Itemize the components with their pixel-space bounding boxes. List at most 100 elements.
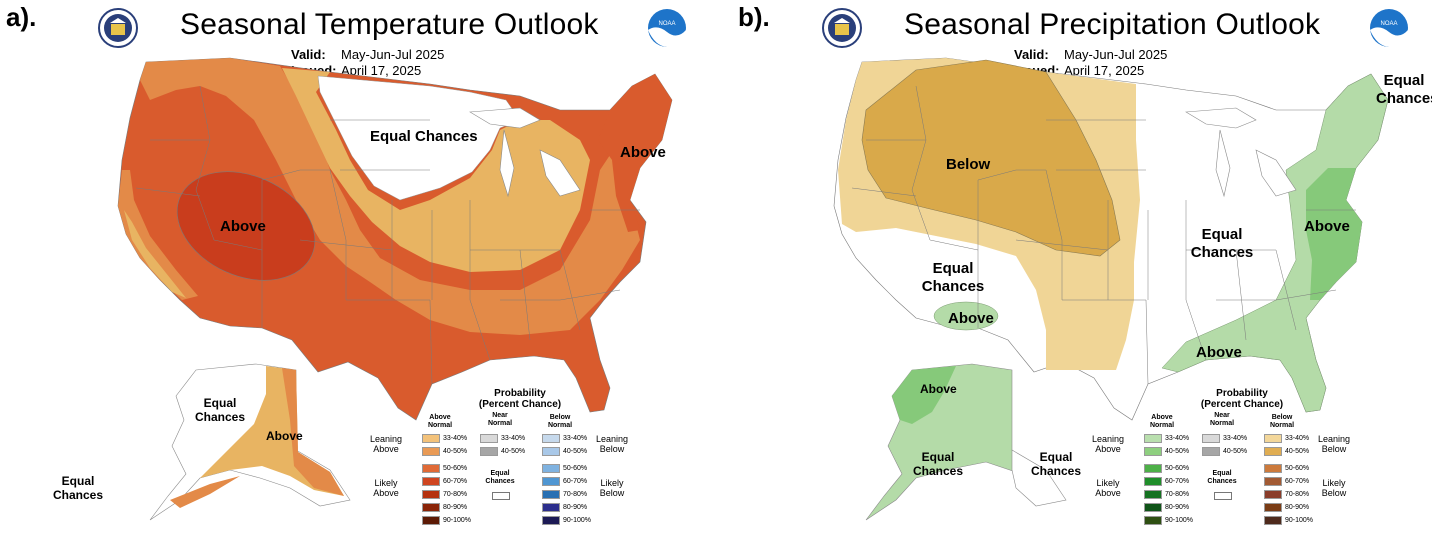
- legend-bin-label: 80-90%: [563, 504, 588, 511]
- commerce-seal-icon: [822, 8, 862, 48]
- legend-bin-label: 90-100%: [443, 517, 472, 524]
- legend-swatch-above: [422, 516, 440, 525]
- sw-above-33-40: [933, 301, 999, 331]
- legend-swatch-below: [1264, 434, 1282, 443]
- page-title: Seasonal Precipitation Outlook: [904, 8, 1321, 41]
- region-label: Equal Chances: [912, 450, 964, 478]
- state-boundaries: [135, 85, 640, 385]
- equal-chances-swatch: [1214, 492, 1232, 500]
- legend-bin-label: 33-40%: [443, 435, 468, 442]
- legend-swatch-above: [1144, 516, 1162, 525]
- legend-bin-label: 33-40%: [1285, 435, 1310, 442]
- legend-swatch-below: [1264, 503, 1282, 512]
- legend-bin-label: 40-50%: [1165, 448, 1190, 455]
- legend-swatch-below: [542, 477, 560, 486]
- likely-above-label: Likely Above: [1095, 478, 1121, 498]
- col-near-header: Near Normal: [487, 412, 513, 427]
- leaning-below-label: Leaning Below: [595, 434, 629, 454]
- precipitation-outlook-panel: b). Seasonal Precipitation Outlook NOAA …: [716, 0, 1432, 550]
- conus-above-33-40: [282, 68, 590, 272]
- leaning-above-label: Leaning Above: [1091, 434, 1125, 454]
- legend-bin-label: 33-40%: [501, 435, 526, 442]
- region-label: Equal Chances: [1190, 226, 1254, 261]
- legend-bin-label: 60-70%: [443, 478, 468, 485]
- legend-bin-label: 90-100%: [563, 517, 592, 524]
- likely-below-label: Likely Below: [1321, 478, 1347, 498]
- legend-bin-label: 80-90%: [1285, 504, 1310, 511]
- legend-bin-label: 70-80%: [1285, 491, 1310, 498]
- equal-chances-label: Equal Chances: [1207, 470, 1237, 485]
- legend-swatch-below: [1264, 516, 1282, 525]
- legend-bin-label: 90-100%: [1165, 517, 1194, 524]
- leaning-above-label: Leaning Above: [369, 434, 403, 454]
- conus-equal-chances: [317, 75, 521, 201]
- region-label: Above: [1196, 344, 1242, 361]
- northeast-above-60-70: [598, 74, 672, 232]
- region-label: Above: [920, 382, 957, 396]
- legend-bin-label: 80-90%: [1165, 504, 1190, 511]
- legend-bin-label: 33-40%: [1165, 435, 1190, 442]
- legend-bin-label: 70-80%: [1165, 491, 1190, 498]
- likely-below-label: Likely Below: [599, 478, 625, 498]
- legend-bin-label: 33-40%: [563, 435, 588, 442]
- below-40-50: [861, 59, 1121, 257]
- panel-label-a: a).: [6, 2, 37, 32]
- legend-swatch-below: [1264, 490, 1282, 499]
- legend-bin-label: 40-50%: [501, 448, 526, 455]
- legend-swatch-above: [1144, 434, 1162, 443]
- legend-swatch-above: [422, 477, 440, 486]
- legend-bin-label: 50-60%: [1165, 465, 1190, 472]
- temperature-outlook-panel: a). Seasonal Temperature Outlook NOAA Va…: [6, 2, 686, 528]
- region-label: Equal Chances: [194, 396, 246, 424]
- legend-swatch-near: [1202, 447, 1220, 456]
- legend-title: Probability (Percent Chance): [478, 388, 562, 410]
- panel-label-b: b).: [738, 2, 770, 32]
- legend-swatch-below: [542, 434, 560, 443]
- legend-bin-label: 70-80%: [443, 491, 468, 498]
- region-label: Above: [220, 218, 266, 235]
- valid-value: May-Jun-Jul 2025: [341, 47, 445, 62]
- legend-bin-label: 50-60%: [443, 465, 468, 472]
- region-label: Above: [1304, 218, 1350, 235]
- svg-text:NOAA: NOAA: [658, 21, 675, 27]
- legend-bin-label: 40-50%: [443, 448, 468, 455]
- legend-swatch-above: [422, 503, 440, 512]
- legend-swatch-above: [422, 434, 440, 443]
- region-label: Equal Chances: [1376, 72, 1432, 107]
- page-title: Seasonal Temperature Outlook: [180, 8, 599, 41]
- legend-swatch-below: [1264, 477, 1282, 486]
- equal-chances-swatch: [492, 492, 510, 500]
- legend-bin-label: 50-60%: [1285, 465, 1310, 472]
- col-below-header: Below Normal: [1269, 414, 1295, 429]
- legend-swatch-near: [1202, 434, 1220, 443]
- legend-bin-label: 90-100%: [1285, 517, 1314, 524]
- noaa-logo-icon: NOAA: [648, 9, 686, 48]
- legend-bin-label: 40-50%: [563, 448, 588, 455]
- likely-above-label: Likely Above: [373, 478, 399, 498]
- legend-swatch-near: [480, 434, 498, 443]
- legend-swatch-above: [1144, 477, 1162, 486]
- region-label: Equal Chances: [370, 128, 478, 145]
- legend-swatch-above: [1144, 503, 1162, 512]
- noaa-logo-icon: NOAA: [1370, 9, 1408, 48]
- leaning-below-label: Leaning Below: [1317, 434, 1351, 454]
- legend-bin-label: 60-70%: [1165, 478, 1190, 485]
- rockies-above-60-70: [176, 171, 316, 281]
- legend-swatch-above: [1144, 464, 1162, 473]
- legend-swatch-below: [1264, 464, 1282, 473]
- valid-label: Valid:: [1014, 47, 1049, 62]
- alaska-above-40-50: [892, 366, 956, 424]
- region-label: Equal Chances: [1030, 450, 1082, 478]
- legend-swatch-below: [542, 447, 560, 456]
- legend-swatch-near: [480, 447, 498, 456]
- legend-swatch-above: [1144, 490, 1162, 499]
- legend-swatch-above: [422, 490, 440, 499]
- equal-chances-label: Equal Chances: [485, 470, 515, 485]
- legend-bin-label: 40-50%: [1285, 448, 1310, 455]
- east-above-33-40: [1161, 73, 1389, 413]
- issued-value: April 17, 2025: [341, 63, 422, 78]
- legend-bin-label: 80-90%: [443, 504, 468, 511]
- temperature-legend: Probability (Percent Chance) Above Normal…: [368, 388, 658, 528]
- legend-bin-label: 33-40%: [1223, 435, 1248, 442]
- legend-swatch-below: [542, 503, 560, 512]
